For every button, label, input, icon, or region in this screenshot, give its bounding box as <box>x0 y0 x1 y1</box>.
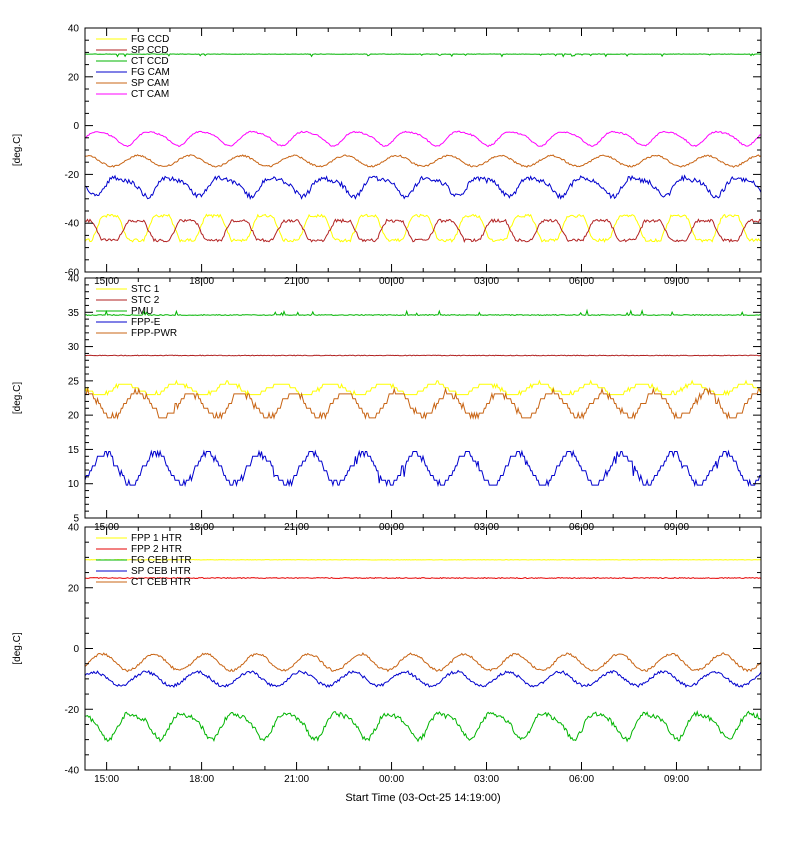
series-fg-cam <box>84 174 762 200</box>
y-tick-label: 20 <box>68 583 80 594</box>
y-axis-title: [deg.C] <box>12 134 23 166</box>
series-fpp-pwr <box>85 387 762 420</box>
legend-label: CT CAM <box>131 89 169 100</box>
legend-label: FG CAM <box>131 67 170 78</box>
series-ct-cam <box>84 130 762 148</box>
y-tick-label: 20 <box>68 411 80 422</box>
x-axis-title: Start Time (03-Oct-25 14:19:00) <box>345 792 500 804</box>
y-tick-label: 5 <box>73 514 79 525</box>
x-tick-label: 03:00 <box>474 774 499 785</box>
y-axis-title: [deg.C] <box>12 382 23 414</box>
axis-ticks <box>85 27 761 273</box>
legend-label: CT CEB HTR <box>131 577 191 588</box>
axis-labels: 15:00 18:00 21:00 00:00 03:00 06:00 09:00 40 20 0… <box>12 523 689 786</box>
x-tick-label: 06:00 <box>569 774 594 785</box>
series-sp-cam <box>84 154 762 168</box>
legend-label: SP CEB HTR <box>131 566 191 577</box>
x-tick-label: 15:00 <box>94 774 119 785</box>
x-tick-label: 21:00 <box>284 774 309 785</box>
y-tick-label: 0 <box>73 644 79 655</box>
y-tick-label: 15 <box>68 445 80 456</box>
y-tick-label: 10 <box>68 479 80 490</box>
series-fpp-2-htr <box>84 576 762 580</box>
series-group <box>84 559 762 743</box>
x-tick-label: 00:00 <box>379 774 404 785</box>
y-tick-label: 30 <box>68 342 80 353</box>
legend-label: SP CAM <box>131 78 169 89</box>
series-pmu <box>84 308 762 317</box>
legend-label: CT CCD <box>131 56 169 67</box>
panel-3: 15:00 18:00 21:00 00:00 03:00 06:00 09:00 40 20 0… <box>12 523 762 786</box>
legend-label: STC 1 <box>131 284 160 295</box>
legend-label: PMU <box>131 306 153 317</box>
axis-ticks <box>85 277 761 519</box>
series-sp-ceb-htr <box>84 669 762 689</box>
y-tick-label: 25 <box>68 376 80 387</box>
y-tick-label: -40 <box>65 219 80 230</box>
y-tick-label: -20 <box>65 705 80 716</box>
y-tick-label: 0 <box>73 121 79 132</box>
y-tick-label: 20 <box>68 72 80 83</box>
series-ct-ccd <box>84 53 762 58</box>
legend-label: FPP 2 HTR <box>131 544 182 555</box>
series-fg-ccd <box>84 213 761 243</box>
x-tick-label: 18:00 <box>189 774 214 785</box>
legend-label: FG CEB HTR <box>131 555 192 566</box>
series-fg-ceb-htr <box>84 709 762 743</box>
series-ct-ceb-htr <box>84 652 762 673</box>
y-tick-label: -20 <box>65 170 80 181</box>
axis-ticks <box>85 526 761 771</box>
legend-label: STC 2 <box>131 295 160 306</box>
y-axis-title: [deg.C] <box>12 632 23 664</box>
series-stc-2 <box>84 354 762 357</box>
y-tick-label: 40 <box>68 274 80 285</box>
series-fpp-e <box>84 449 761 488</box>
series-group <box>84 308 762 488</box>
legend-label: FPP-PWR <box>131 328 177 339</box>
series-group <box>84 53 762 244</box>
y-tick-label: 35 <box>68 308 80 319</box>
legend-label: FPP-E <box>131 317 161 328</box>
legend-label: SP CCD <box>131 45 169 56</box>
x-tick-label: 09:00 <box>664 774 689 785</box>
legend-label: FPP 1 HTR <box>131 533 182 544</box>
y-tick-label: -60 <box>65 268 80 279</box>
y-tick-label: -40 <box>65 766 80 777</box>
series-sp-ccd <box>84 218 762 244</box>
y-tick-label: 40 <box>68 523 80 534</box>
legend-label: FG CCD <box>131 34 169 45</box>
y-tick-label: 40 <box>68 24 80 35</box>
